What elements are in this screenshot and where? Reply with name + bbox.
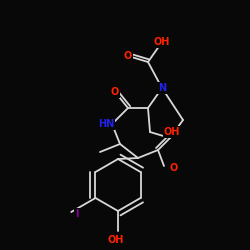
Text: OH: OH [164,127,180,137]
Text: O: O [170,163,178,173]
Text: O: O [124,51,132,61]
Text: N: N [158,83,166,93]
Text: OH: OH [108,235,124,245]
Text: I: I [76,209,79,219]
Text: O: O [111,87,119,97]
Text: OH: OH [154,37,170,47]
Text: HN: HN [98,119,114,129]
